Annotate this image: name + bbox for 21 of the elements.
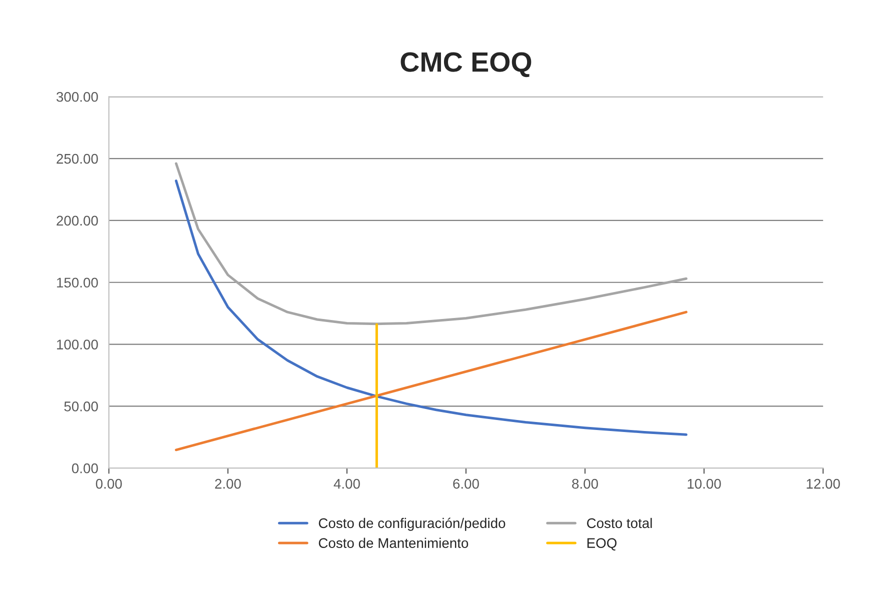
x-tick-label: 0.00 <box>96 478 122 489</box>
y-tick-label: 250.00 <box>56 154 98 164</box>
y-tick-label: 100.00 <box>57 340 98 350</box>
legend-label: Costo de configuración/pedido <box>318 518 506 531</box>
x-tick-label: 12.00 <box>806 478 840 489</box>
legend-label: EOQ <box>587 538 617 550</box>
x-tick-label: 10.00 <box>688 478 721 489</box>
legend-label: Costo de Mantenimiento <box>318 538 468 548</box>
x-tick-label: 6.00 <box>453 478 479 489</box>
line-series <box>174 180 688 436</box>
x-tick-label: 8.00 <box>572 478 598 489</box>
legend-label: Costo total <box>587 518 652 528</box>
x-tick-label: 2.00 <box>215 478 241 489</box>
y-tick-label: 200.00 <box>56 216 98 226</box>
line-series <box>174 162 688 326</box>
y-tick-label: 300.00 <box>56 92 98 102</box>
chart-title: CMC EOQ <box>400 52 532 78</box>
y-tick-label: 0.00 <box>72 463 98 474</box>
y-tick-label: 50.00 <box>64 402 98 412</box>
y-tick-label: 150.00 <box>57 278 98 288</box>
x-tick-label: 4.00 <box>334 478 360 489</box>
